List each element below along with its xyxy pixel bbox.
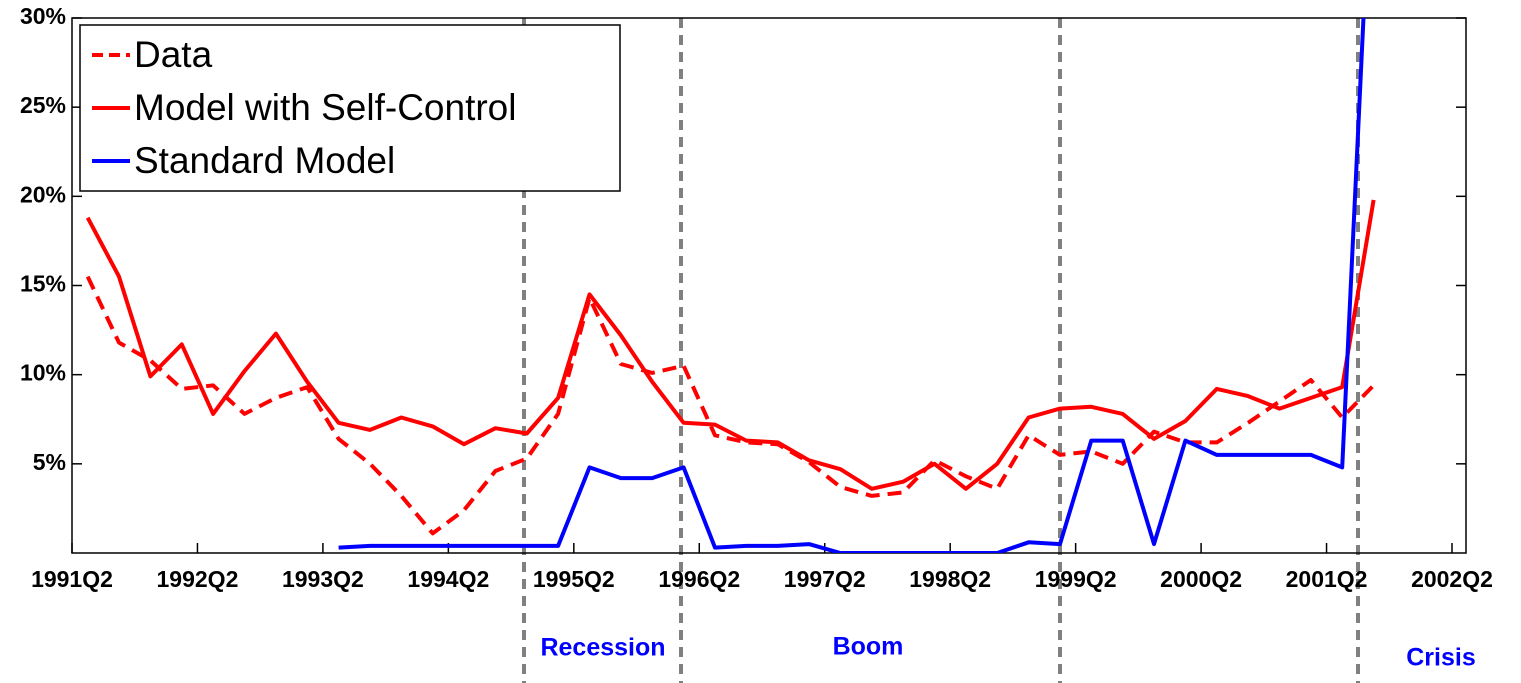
legend-label: Data	[134, 34, 213, 75]
x-tick-label: 1997Q2	[784, 566, 866, 592]
y-tick-label: 10%	[20, 360, 66, 386]
y-tick-label: 20%	[20, 181, 66, 207]
y-tick-label: 5%	[33, 449, 66, 475]
plot-area	[85, 18, 1376, 553]
x-tick-label: 1994Q2	[407, 566, 489, 592]
x-tick-label: 2002Q2	[1411, 566, 1493, 592]
series-line	[338, 18, 1366, 553]
annotation: Boom	[833, 633, 904, 661]
annotation: Crisis	[1406, 644, 1475, 672]
legend-label: Model with Self-Control	[134, 87, 516, 128]
x-tick-label: 1993Q2	[282, 566, 364, 592]
legend-box	[79, 24, 621, 192]
x-tick-label: 1998Q2	[909, 566, 991, 592]
x-tick-label: 1999Q2	[1035, 566, 1117, 592]
y-tick-label: 25%	[20, 92, 66, 118]
x-tick-label: 1991Q2	[31, 566, 113, 592]
x-tick-label: 1992Q2	[157, 566, 239, 592]
legend-label: Standard Model	[134, 140, 395, 181]
legend: Data Model with Self-Control Standard Mode…	[79, 24, 621, 192]
x-tick-label: 1995Q2	[533, 566, 615, 592]
y-tick-label: 30%	[20, 3, 66, 29]
x-tick-label: 2001Q2	[1286, 566, 1368, 592]
annotation: Recession	[540, 634, 665, 662]
series-line	[85, 275, 1376, 536]
x-tick-label: 2000Q2	[1160, 566, 1242, 592]
x-tick-label: 1996Q2	[658, 566, 740, 592]
y-tick-label: 15%	[20, 271, 66, 297]
series-line	[85, 199, 1376, 491]
